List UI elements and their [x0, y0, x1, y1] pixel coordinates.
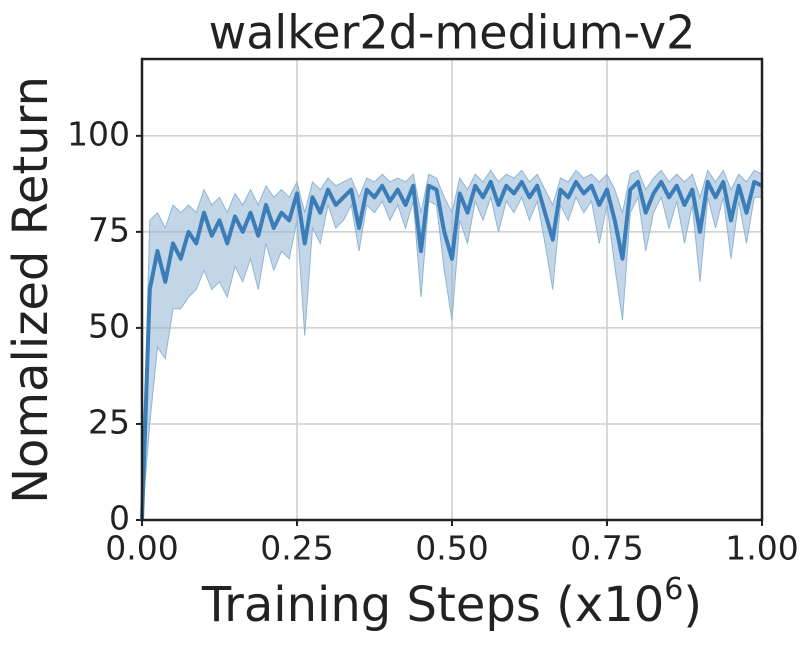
y-tick-label: 25 [88, 402, 130, 441]
chart-title: walker2d-medium-v2 [209, 6, 696, 60]
x-axis-label-suffix: ) [683, 577, 702, 633]
y-axis-label: Nomalized Return [3, 76, 59, 504]
x-tick-label: 0.00 [105, 529, 178, 568]
x-tick-label: 0.50 [415, 529, 488, 568]
x-axis-label: Training Steps (x106) [201, 572, 702, 634]
x-tick-label: 1.00 [725, 529, 798, 568]
x-tick-label: 0.75 [570, 529, 643, 568]
y-tick-label: 75 [88, 210, 130, 249]
plot-frame [140, 57, 764, 522]
x-axis-label-text: Training Steps (x10 [201, 577, 664, 633]
y-tick-label: 50 [88, 306, 130, 345]
x-tick-label: 0.25 [260, 529, 333, 568]
y-tick-label: 100 [67, 114, 130, 153]
x-axis-label-superscript: 6 [664, 572, 683, 607]
line [140, 179, 763, 521]
y-tick-label: 0 [109, 499, 130, 538]
